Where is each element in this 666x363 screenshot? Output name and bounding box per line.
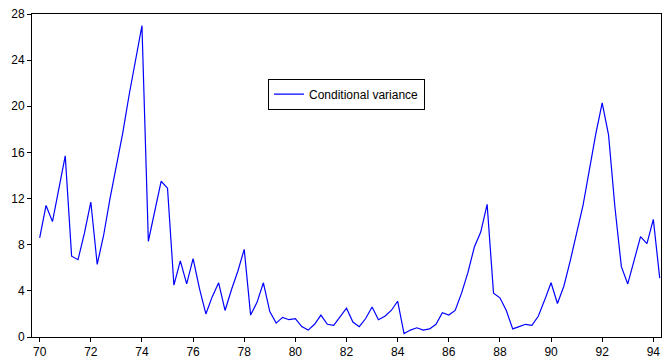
svg-text:72: 72 (84, 345, 98, 359)
svg-text:4: 4 (18, 284, 25, 298)
svg-text:70: 70 (33, 345, 47, 359)
svg-text:Conditional variance: Conditional variance (309, 88, 418, 102)
svg-text:86: 86 (442, 345, 456, 359)
svg-text:82: 82 (340, 345, 354, 359)
svg-text:76: 76 (186, 345, 200, 359)
svg-text:78: 78 (238, 345, 252, 359)
svg-text:80: 80 (289, 345, 303, 359)
svg-text:28: 28 (11, 7, 25, 21)
svg-text:8: 8 (18, 238, 25, 252)
svg-text:90: 90 (544, 345, 558, 359)
svg-text:0: 0 (18, 330, 25, 344)
svg-text:92: 92 (596, 345, 610, 359)
svg-text:88: 88 (493, 345, 507, 359)
svg-text:16: 16 (11, 146, 25, 160)
svg-text:20: 20 (11, 99, 25, 113)
svg-text:74: 74 (135, 345, 149, 359)
svg-text:24: 24 (11, 53, 25, 67)
svg-text:12: 12 (11, 192, 25, 206)
svg-text:84: 84 (391, 345, 405, 359)
svg-text:94: 94 (647, 345, 661, 359)
